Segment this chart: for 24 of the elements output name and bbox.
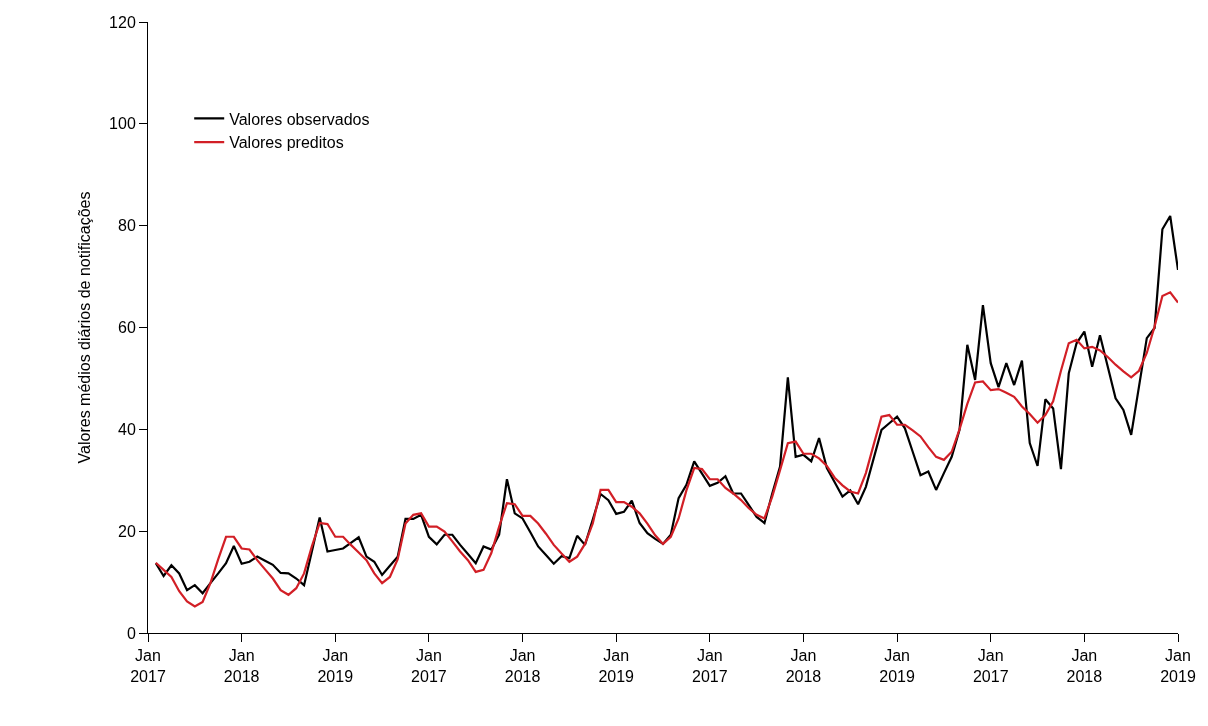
y-tick-label: 80: [118, 217, 136, 235]
y-tick-label: 0: [126, 624, 136, 642]
legend-label: Valores observados: [229, 110, 370, 128]
line-series: [154, 214, 1178, 595]
y-tick-label: 100: [109, 115, 136, 133]
x-tick-label: Jan 2019: [879, 647, 915, 685]
x-tick-label: Jan 2017: [411, 647, 447, 685]
x-tick-label: Jan 2019: [598, 647, 635, 685]
line-series: [154, 291, 1178, 608]
x-tick-label: Jan 2019: [317, 647, 354, 685]
x-tick-label: Jan 2018: [1066, 647, 1103, 685]
x-tick-label: Jan 2018: [223, 647, 260, 685]
x-tick-label: Jan 2018: [504, 647, 541, 685]
x-tick-label: Jan 2017: [972, 647, 1009, 685]
x-tick-label: Jan 2017: [130, 647, 166, 685]
y-tick-label: 40: [118, 420, 136, 438]
y-tick-label: 60: [118, 319, 136, 337]
x-tick-label: Jan 2018: [785, 647, 822, 685]
legend-label: Valores preditos: [229, 134, 344, 152]
x-tick-label: Jan 2017: [692, 647, 728, 685]
x-tick-label: Jan 2019: [1160, 647, 1196, 685]
y-tick-label: 120: [109, 13, 136, 31]
y-axis-title: Valores médios diários de notificações: [76, 191, 93, 464]
y-tick-label: 20: [118, 522, 136, 540]
